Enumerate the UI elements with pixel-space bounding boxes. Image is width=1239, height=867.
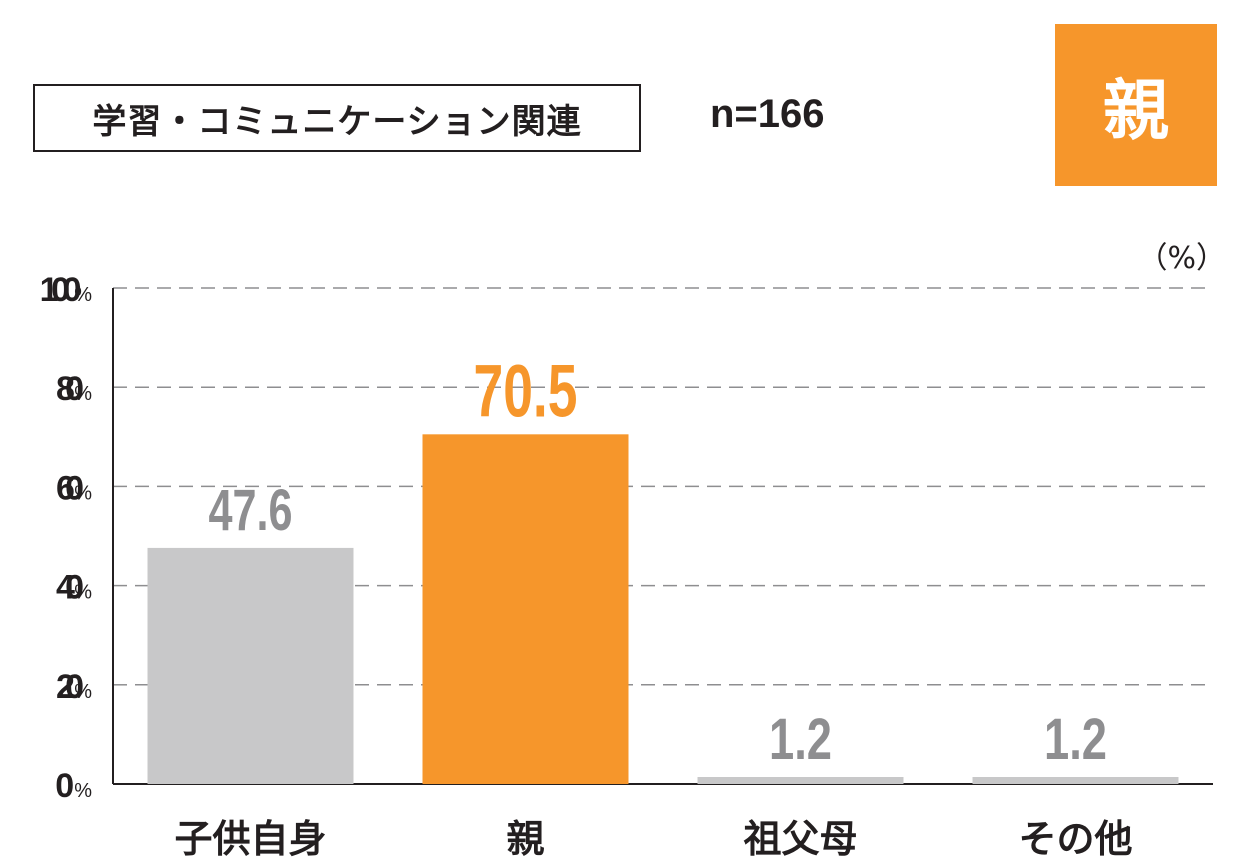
sample-size-label: n=166 xyxy=(710,92,825,136)
unit-label: （%） xyxy=(1137,241,1226,276)
bar xyxy=(697,777,904,784)
category-title: 学習・コミュニケーション関連 xyxy=(92,101,582,142)
bar-value-label: 1.2 xyxy=(1044,707,1107,772)
x-tick-label: 子供自身 xyxy=(174,817,326,861)
x-tick-label: 祖父母 xyxy=(743,817,857,861)
y-tick-label: 0% xyxy=(55,767,92,805)
bar-value-label: 1.2 xyxy=(769,707,832,772)
bar xyxy=(972,777,1179,784)
x-tick-label: その他 xyxy=(1018,817,1132,861)
bar-value-label: 70.5 xyxy=(474,349,578,432)
y-tick-label: 60% xyxy=(56,469,92,507)
bar xyxy=(422,434,629,784)
y-tick-label: 100% xyxy=(40,271,93,309)
highlight-badge: 親 xyxy=(1055,24,1217,186)
y-tick-label: 80% xyxy=(56,370,92,408)
y-tick-label: 40% xyxy=(56,569,92,607)
bar-value-label: 47.6 xyxy=(209,478,293,543)
y-tick-label: 20% xyxy=(56,668,92,706)
highlight-badge-label: 親 xyxy=(1103,72,1169,149)
category-title-box: 学習・コミュニケーション関連 xyxy=(33,84,641,152)
bar xyxy=(147,547,354,784)
x-tick-label: 親 xyxy=(506,817,544,861)
